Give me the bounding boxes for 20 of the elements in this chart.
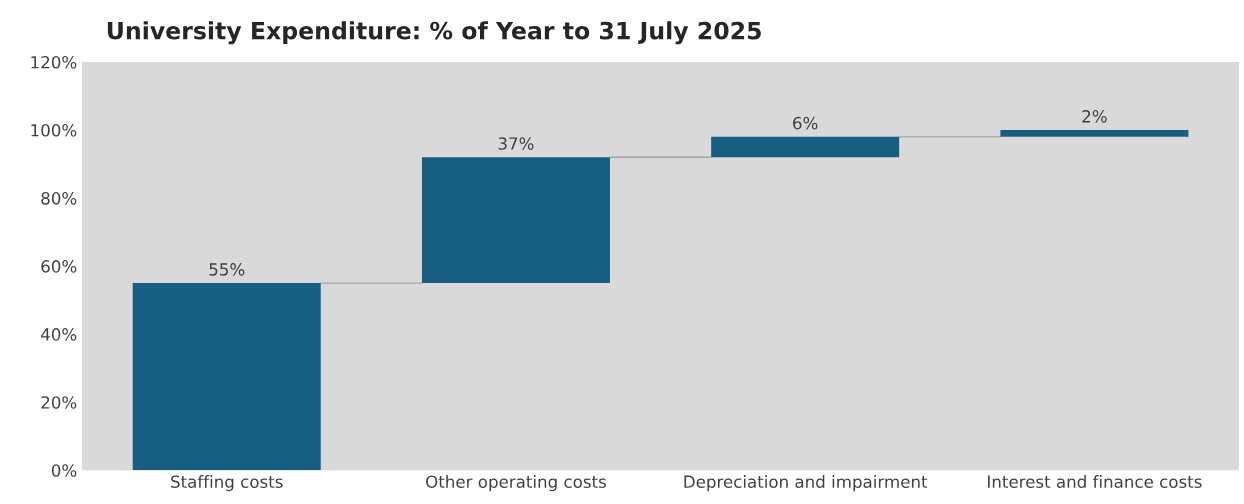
bar: [711, 136, 900, 158]
data-label: 6%: [793, 116, 818, 130]
bar: [132, 283, 321, 471]
x-tick-label: Interest and finance costs: [988, 475, 1202, 488]
data-label: 55%: [209, 263, 245, 276]
data-label: 37%: [498, 137, 534, 150]
y-tick-label: 20%: [41, 396, 77, 409]
chart-title: University Expenditure: % of Year to 31 July 2025: [107, 21, 761, 45]
x-tick-label: Staffing costs: [171, 475, 283, 492]
y-tick-label: 60%: [41, 260, 77, 273]
data-label: 2%: [1082, 110, 1107, 123]
y-tick-label: 120%: [31, 55, 77, 69]
bar: [1000, 130, 1189, 137]
y-tick-label: 0%: [51, 464, 77, 477]
x-tick-label: Other operating costs: [426, 475, 606, 492]
y-tick-label: 80%: [41, 192, 77, 205]
y-tick-label: 40%: [41, 328, 77, 341]
y-tick-label: 100%: [31, 123, 77, 137]
bar: [421, 157, 610, 284]
x-tick-label: Depreciation and impairment: [684, 475, 928, 492]
